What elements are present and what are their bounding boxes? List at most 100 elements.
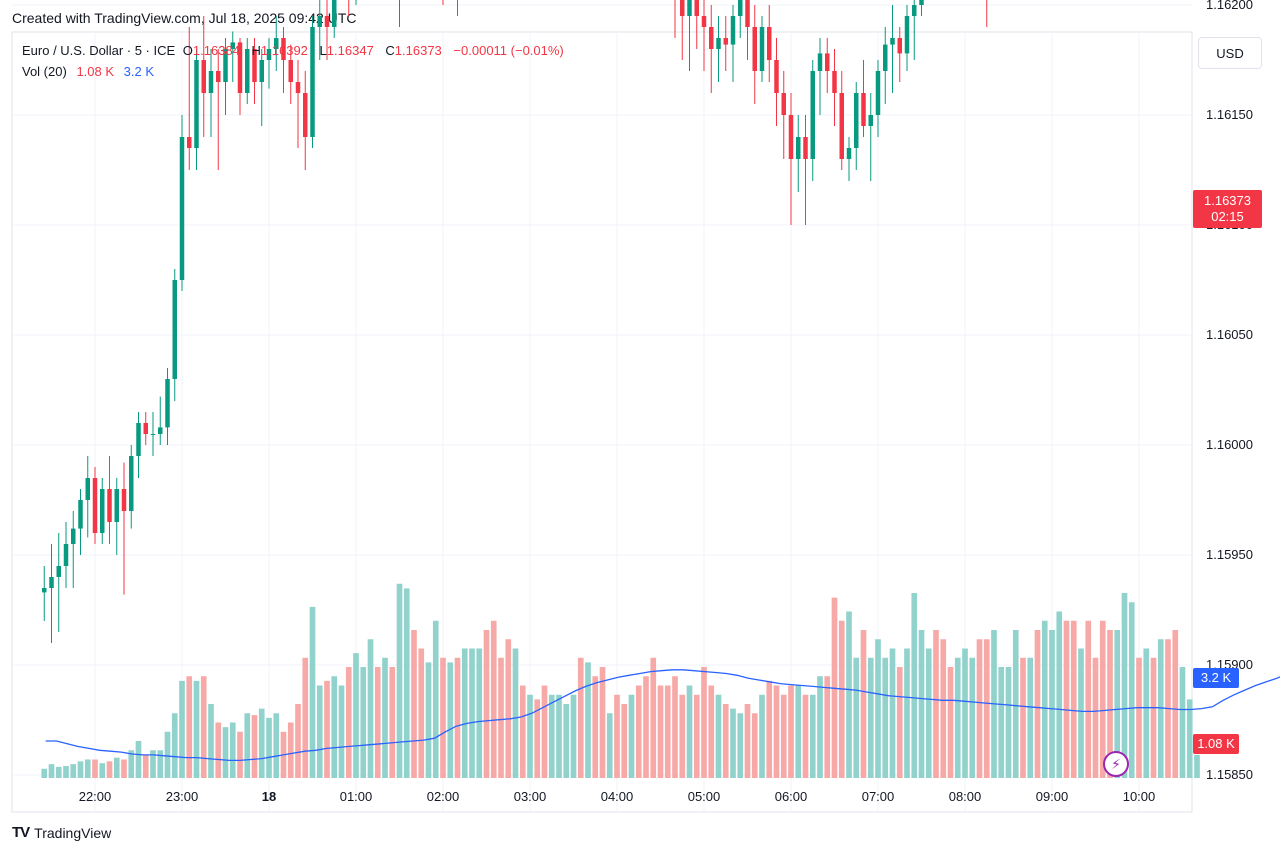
candle[interactable] xyxy=(673,0,677,38)
candle[interactable] xyxy=(223,38,228,115)
candle[interactable] xyxy=(92,467,98,544)
candle[interactable] xyxy=(680,0,685,60)
candle[interactable] xyxy=(216,49,221,170)
candle[interactable] xyxy=(56,533,61,632)
candle[interactable] xyxy=(752,5,757,104)
volume-bar xyxy=(367,639,374,778)
candle[interactable] xyxy=(687,0,692,71)
candle[interactable] xyxy=(774,38,779,126)
candle[interactable] xyxy=(767,5,772,82)
candle[interactable] xyxy=(295,60,301,148)
candle[interactable] xyxy=(172,269,177,401)
plot-frame xyxy=(11,31,1193,813)
candle[interactable] xyxy=(78,489,83,555)
candle[interactable] xyxy=(904,5,910,71)
candle[interactable] xyxy=(245,38,250,104)
candle[interactable] xyxy=(694,0,699,49)
candle[interactable] xyxy=(71,511,76,588)
candle[interactable] xyxy=(158,396,163,445)
candle[interactable] xyxy=(201,16,206,137)
candle[interactable] xyxy=(303,71,308,170)
volume-bar xyxy=(860,630,867,778)
candle[interactable] xyxy=(354,0,358,5)
candle[interactable] xyxy=(397,0,401,27)
candle[interactable] xyxy=(897,27,902,82)
candle[interactable] xyxy=(252,38,257,104)
candle[interactable] xyxy=(875,60,881,137)
candle[interactable] xyxy=(274,16,279,71)
y-tick-label: 1.16200 xyxy=(1206,0,1253,12)
candle[interactable] xyxy=(237,38,243,115)
candle[interactable] xyxy=(883,27,888,104)
candle[interactable] xyxy=(317,0,322,60)
currency-button[interactable]: USD xyxy=(1198,37,1262,69)
candle[interactable] xyxy=(42,566,47,621)
candle[interactable] xyxy=(825,38,830,93)
candle[interactable] xyxy=(85,456,90,538)
candle[interactable] xyxy=(230,31,235,82)
candle[interactable] xyxy=(310,16,315,148)
candle[interactable] xyxy=(796,115,801,192)
volume-bar xyxy=(360,667,367,778)
candle[interactable] xyxy=(107,456,112,544)
candle[interactable] xyxy=(143,412,148,445)
close-label: C xyxy=(385,43,395,58)
candle[interactable] xyxy=(208,49,214,137)
candle[interactable] xyxy=(781,71,786,159)
volume-bar xyxy=(838,620,845,778)
candle[interactable] xyxy=(281,27,286,93)
candle[interactable] xyxy=(723,16,728,71)
candle[interactable] xyxy=(832,49,837,126)
candle[interactable] xyxy=(854,82,859,170)
symbol-label[interactable]: Euro / U.S. Dollar · 5 · ICE xyxy=(22,43,176,58)
candle[interactable] xyxy=(745,0,750,60)
candle[interactable] xyxy=(63,522,69,588)
lightning-icon[interactable]: ⚡ xyxy=(1103,751,1129,777)
candle[interactable] xyxy=(788,93,794,225)
y-tick-label: 1.16000 xyxy=(1206,437,1253,452)
candle[interactable] xyxy=(114,478,119,555)
candle[interactable] xyxy=(347,0,351,16)
candle[interactable] xyxy=(738,0,743,38)
candle[interactable] xyxy=(100,478,105,544)
candle[interactable] xyxy=(324,0,330,60)
candle-body xyxy=(216,71,221,82)
candle[interactable] xyxy=(332,0,337,38)
candle[interactable] xyxy=(803,115,808,225)
candle[interactable] xyxy=(759,16,765,82)
candle[interactable] xyxy=(890,5,895,93)
candle[interactable] xyxy=(49,544,54,643)
candle[interactable] xyxy=(861,60,866,137)
candle[interactable] xyxy=(817,38,823,115)
candle[interactable] xyxy=(701,0,707,71)
volume-bar xyxy=(121,759,127,778)
candle[interactable] xyxy=(288,44,293,104)
volume-bar xyxy=(389,667,396,778)
candle[interactable] xyxy=(839,71,844,170)
candle[interactable] xyxy=(868,93,873,181)
candle[interactable] xyxy=(709,5,714,93)
candle[interactable] xyxy=(259,49,264,126)
candle[interactable] xyxy=(121,462,127,595)
candle[interactable] xyxy=(912,0,917,60)
candle[interactable] xyxy=(136,412,141,478)
candle[interactable] xyxy=(129,445,134,529)
candle[interactable] xyxy=(985,0,989,27)
candle[interactable] xyxy=(455,0,459,16)
low-value: 1.16347 xyxy=(326,43,374,58)
candle[interactable] xyxy=(810,60,815,181)
candle[interactable] xyxy=(150,412,156,456)
candle[interactable] xyxy=(187,27,192,170)
candle[interactable] xyxy=(194,49,199,170)
candle[interactable] xyxy=(730,5,736,82)
candle[interactable] xyxy=(165,368,170,445)
candle[interactable] xyxy=(919,0,924,16)
candle[interactable] xyxy=(441,0,445,5)
candle[interactable] xyxy=(266,38,272,89)
volume-bar xyxy=(1034,630,1041,778)
candle[interactable] xyxy=(716,16,721,82)
candle[interactable] xyxy=(846,137,852,181)
candle[interactable] xyxy=(179,115,185,291)
vol-label[interactable]: Vol (20) xyxy=(22,64,67,79)
